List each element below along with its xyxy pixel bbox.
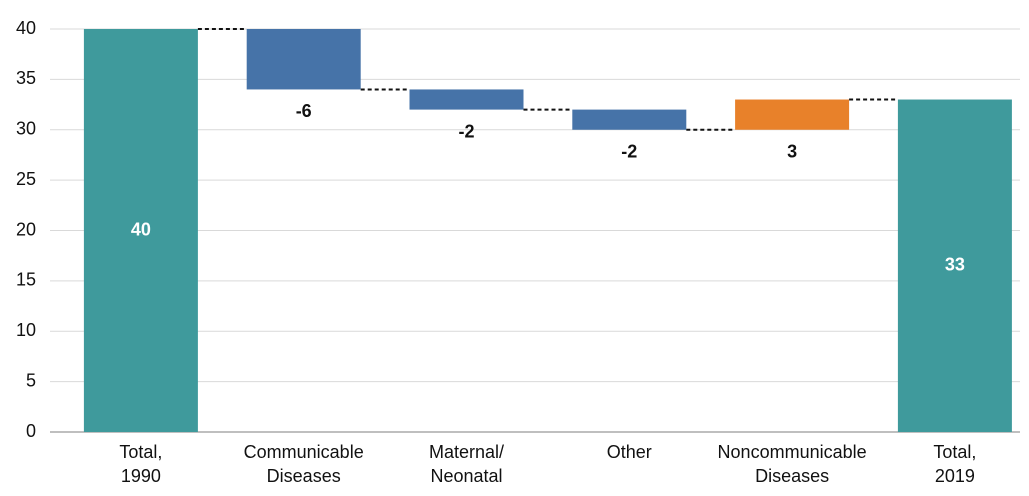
- bar: [409, 89, 524, 110]
- y-tick-label: 40: [16, 18, 36, 38]
- value-label: 40: [131, 219, 151, 239]
- x-tick-label: Total, 2019: [933, 442, 977, 486]
- x-tick-label: Communicable Diseases: [243, 442, 364, 486]
- value-label: -2: [621, 142, 637, 162]
- y-tick-label: 0: [26, 421, 36, 441]
- y-tick-label: 35: [16, 68, 36, 88]
- x-tick-label: Noncommunicable Diseases: [717, 442, 867, 486]
- bar: [83, 29, 198, 432]
- value-label: 33: [945, 255, 965, 275]
- value-label: -2: [458, 121, 474, 141]
- bar: [897, 99, 1012, 433]
- y-tick-label: 5: [26, 370, 36, 390]
- bar: [572, 109, 687, 130]
- value-label: -6: [296, 101, 312, 121]
- y-tick-label: 15: [16, 270, 36, 290]
- x-tick-label: Maternal/ Neonatal: [428, 442, 505, 486]
- bar: [246, 29, 361, 90]
- y-tick-label: 10: [16, 320, 36, 340]
- x-tick-label: Total, 1990: [119, 442, 163, 486]
- y-tick-label: 25: [16, 169, 36, 189]
- x-tick-label: Other: [606, 442, 652, 462]
- value-label: 3: [787, 142, 797, 162]
- bar: [735, 99, 850, 130]
- y-tick-label: 30: [16, 119, 36, 139]
- y-tick-label: 20: [16, 219, 36, 239]
